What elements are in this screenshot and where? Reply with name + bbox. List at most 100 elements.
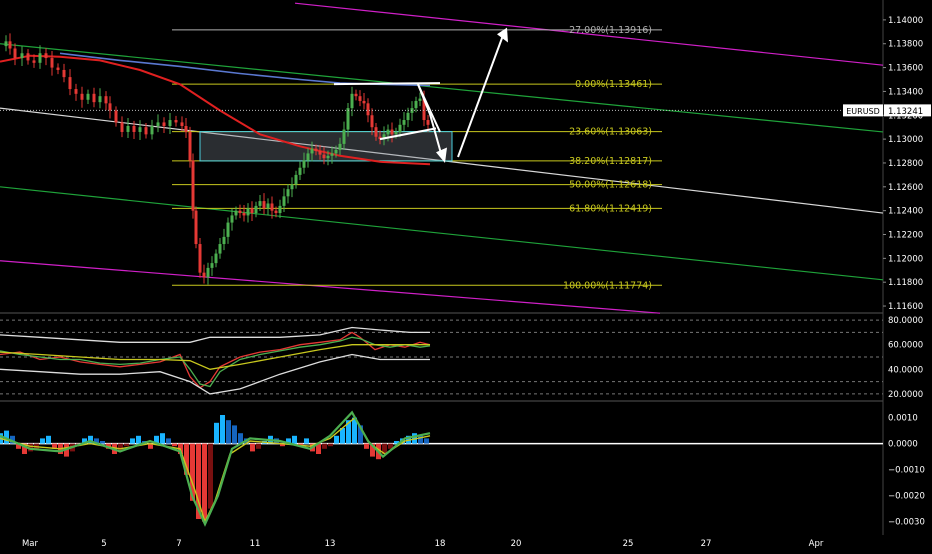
candle-body	[206, 267, 210, 278]
candle-body	[56, 67, 60, 70]
candle-body	[286, 189, 290, 197]
x-tick-label-27: 27	[701, 539, 712, 549]
momentum-bar	[148, 443, 153, 449]
x-tick-label-11: 11	[250, 539, 261, 549]
momentum-bar	[358, 425, 363, 444]
momentum-bar	[322, 443, 327, 449]
fib-label-6: 100.00%(1.11774)	[563, 280, 652, 291]
momentum-bar	[208, 443, 213, 509]
momentum-bar	[100, 441, 105, 444]
x-tick-label-Mar: Mar	[22, 539, 39, 549]
candle-body	[330, 153, 334, 156]
momentum-bar	[280, 443, 285, 447]
momentum-bar	[88, 435, 93, 444]
momentum-bar	[52, 443, 57, 449]
candle-body	[282, 196, 286, 206]
candle-body	[366, 103, 370, 116]
candle-body	[92, 93, 96, 103]
candle-body	[38, 53, 42, 63]
pattern-top-line	[333, 82, 441, 86]
candle-body	[294, 174, 298, 185]
momentum-bar	[304, 438, 309, 444]
candle-body	[278, 205, 282, 214]
candle-body	[398, 124, 402, 132]
candle-body	[338, 143, 342, 150]
momentum-bar	[166, 438, 171, 444]
arrow-pivot	[417, 83, 441, 133]
candle-body	[386, 129, 390, 135]
candle-body	[362, 100, 366, 104]
candle-body	[126, 126, 130, 132]
candle-body	[270, 203, 274, 211]
fib-label-1: 0.00%(1.13461)	[575, 79, 652, 90]
candle-body	[326, 155, 330, 159]
osc-series-3	[0, 326, 430, 343]
price-tick-label: 1.11600	[888, 302, 923, 312]
candle-body	[262, 201, 266, 209]
momentum-tick-label: 0.0010	[888, 414, 918, 424]
candle-body	[226, 222, 230, 237]
momentum-bar	[316, 443, 321, 454]
candle-body	[322, 154, 326, 159]
last-price-tag: 1.13241	[888, 107, 923, 117]
candle-body	[191, 160, 195, 211]
candle-body	[422, 98, 426, 121]
candle-body	[314, 148, 318, 152]
momentum-tick-label: −0.0030	[888, 518, 925, 528]
candle-body	[150, 126, 154, 135]
candle-body	[202, 272, 206, 278]
candle-body	[32, 60, 36, 63]
candle-body	[230, 215, 234, 223]
candle-body	[334, 149, 338, 154]
candle-body	[254, 205, 258, 214]
momentum-bar	[124, 443, 129, 447]
momentum-bar	[292, 435, 297, 444]
momentum-bar	[40, 438, 45, 444]
momentum-bar	[226, 420, 231, 444]
momentum-bar	[382, 443, 387, 454]
momentum-bar	[202, 443, 207, 522]
candle-body	[144, 127, 148, 135]
fib-label-3: 38.20%(1.12817)	[569, 156, 652, 167]
fib-label-0: −27.00%(1.13916)	[561, 25, 652, 36]
candle-body	[350, 93, 354, 109]
momentum-line-1	[0, 410, 431, 527]
candle-body	[250, 208, 254, 214]
momentum-bar	[364, 443, 369, 449]
candle-body	[426, 120, 430, 125]
candle-body	[342, 129, 346, 144]
candle-body	[370, 115, 374, 128]
momentum-bar	[250, 443, 255, 452]
channel-line-2	[294, 2, 884, 66]
momentum-bar	[16, 443, 21, 449]
osc-series-2	[0, 344, 430, 370]
momentum-bar	[238, 433, 243, 444]
momentum-bar	[136, 435, 141, 444]
candle-body	[188, 131, 192, 161]
candle-body	[194, 210, 198, 245]
candle-body	[210, 263, 214, 268]
price-tick-label: 1.12600	[888, 183, 923, 193]
candle-body	[108, 103, 112, 111]
candle-body	[302, 160, 306, 168]
fib-label-2: 23.60%(1.13063)	[569, 127, 652, 138]
x-tick-label-Apr: Apr	[809, 539, 824, 549]
momentum-bar	[232, 425, 237, 444]
channel-line-3	[0, 260, 661, 314]
osc-series-0	[0, 331, 431, 389]
candle-body	[274, 210, 278, 214]
momentum-bar	[46, 435, 51, 444]
candle-body	[44, 53, 48, 59]
momentum-bar	[418, 435, 423, 444]
momentum-bar	[340, 428, 345, 444]
candle-body	[310, 148, 314, 154]
momentum-bar	[160, 433, 165, 444]
price-tick-label: 1.14000	[888, 16, 923, 26]
momentum-bar	[10, 435, 15, 444]
candle-body	[80, 93, 84, 100]
momentum-bar	[370, 443, 375, 457]
candle-body	[394, 131, 398, 135]
momentum-tick-label: 0.0000	[888, 440, 918, 450]
